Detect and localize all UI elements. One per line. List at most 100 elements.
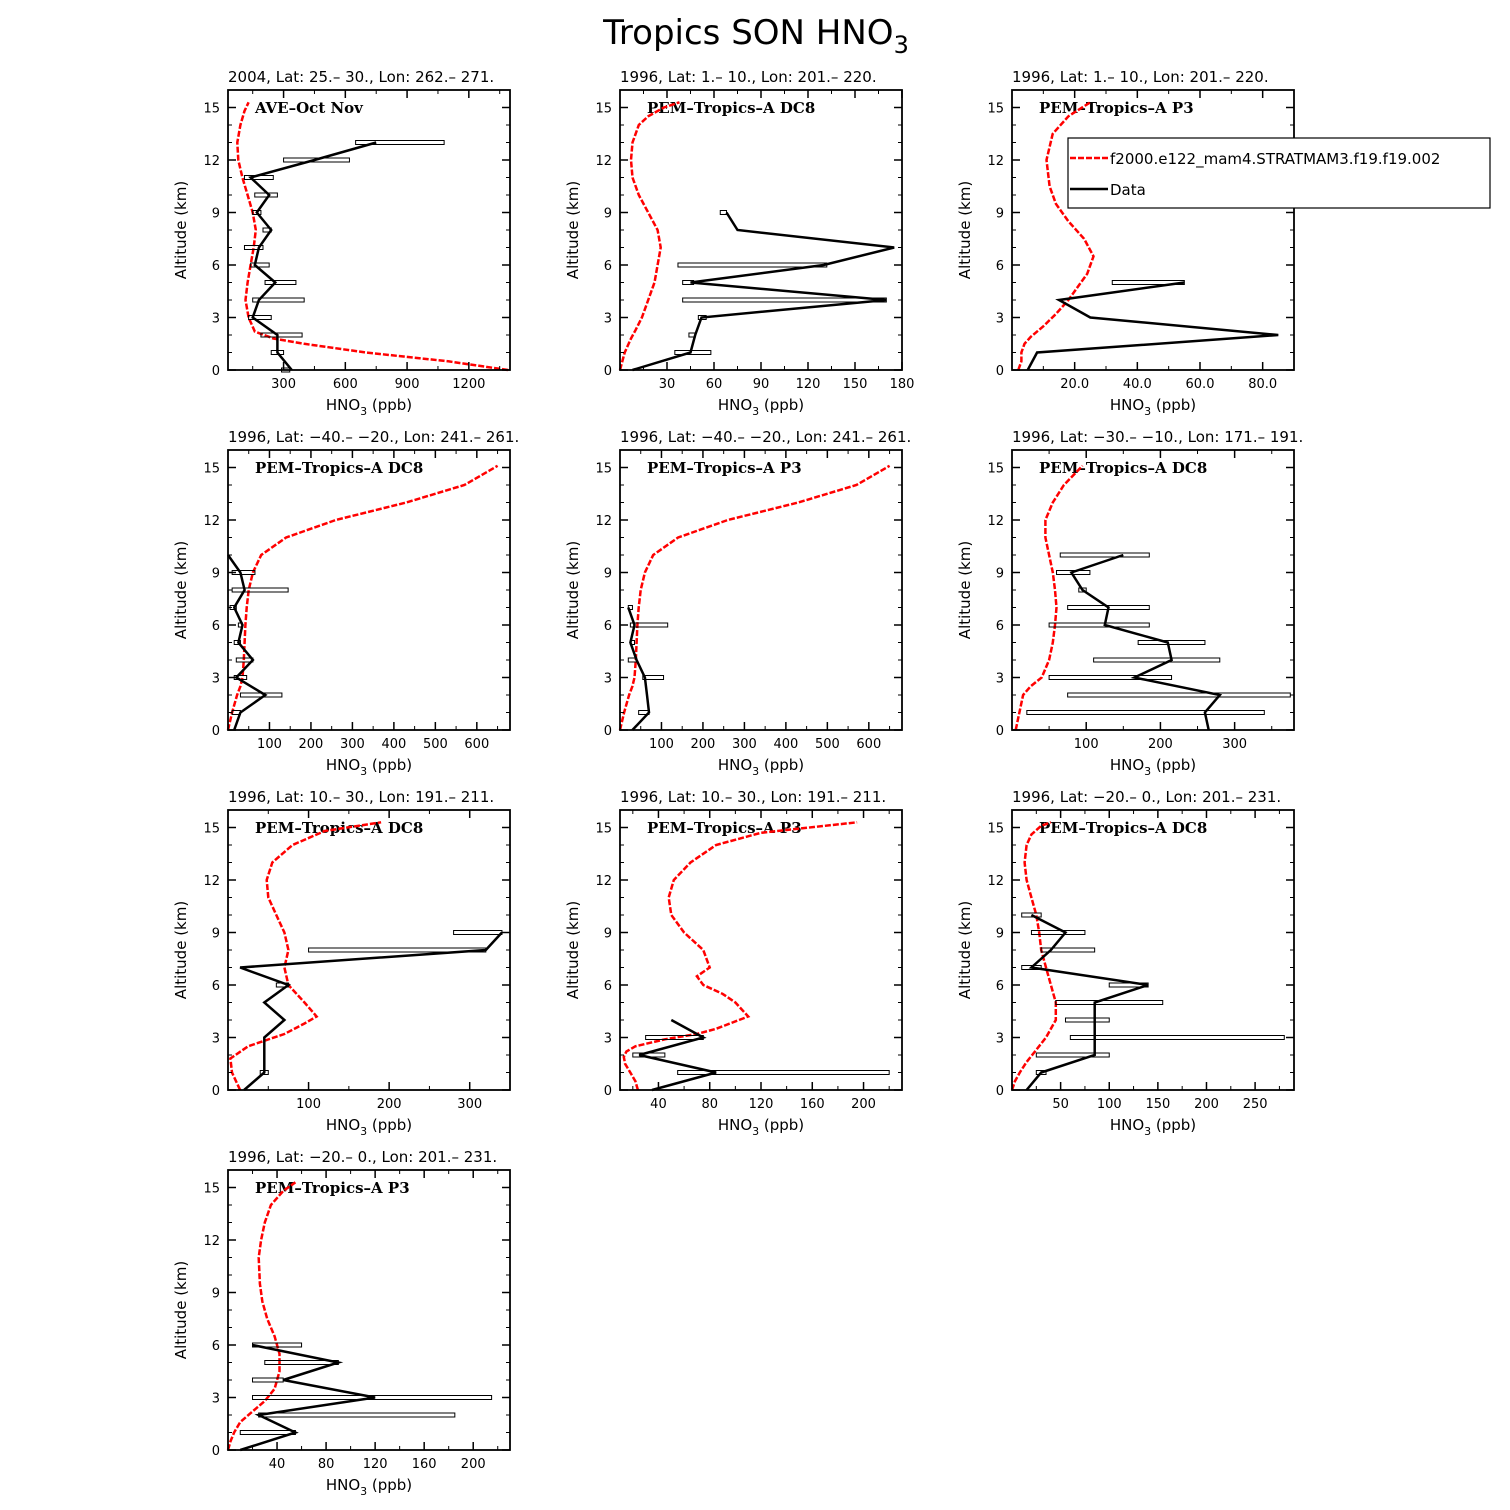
x-tick-label: 120 <box>796 377 821 392</box>
x-tick-label: 40 <box>269 1457 286 1472</box>
panel-title: 1996, Lat: 10.– 30., Lon: 191.– 211. <box>620 788 886 806</box>
data-range-bar <box>1093 657 1221 663</box>
x-tick-label: 600 <box>333 377 358 392</box>
panel-5: 1996, Lat: −40.– −20., Lon: 241.– 261. PE… <box>564 428 911 778</box>
x-tick-label: 500 <box>815 737 840 752</box>
model-line <box>1014 464 1084 731</box>
data-range-bar <box>1055 1000 1164 1005</box>
figure-title: Tropics SON HNO3 <box>602 13 909 59</box>
data-range-bar <box>250 262 270 268</box>
legend-data-label: Data <box>1110 181 1146 199</box>
legend-box <box>1067 137 1491 209</box>
x-tick-label: 200 <box>851 1097 876 1112</box>
x-axis-label-main: HNO <box>326 1116 360 1134</box>
y-tick-label: 0 <box>212 1084 220 1099</box>
x-axis-label-sub: 3 <box>360 1125 367 1138</box>
x-axis-label-sub: 3 <box>360 1485 367 1498</box>
data-range-bar <box>1026 710 1265 715</box>
panel-title: 2004, Lat: 25.– 30., Lon: 262.– 271. <box>228 68 494 86</box>
data-range-bar <box>231 587 289 593</box>
x-axis-label: HNO3 (ppb) <box>326 396 412 418</box>
y-tick-label: 9 <box>212 207 220 222</box>
legend: f2000.e122_mam4.STRATMAM3.f19.f19.002 Dat… <box>1067 137 1491 209</box>
x-tick-label: 100 <box>1074 737 1099 752</box>
model-line <box>226 1181 297 1451</box>
y-tick-label: 9 <box>212 1287 220 1302</box>
panel-3: 1996, Lat: 1.– 10., Lon: 201.– 220. PEM–T… <box>956 68 1295 418</box>
y-axis-label: Altitude (km) <box>564 901 582 999</box>
x-tick-label: 80 <box>701 1097 718 1112</box>
x-tick-label: 180 <box>890 377 915 392</box>
x-tick-label: 160 <box>412 1457 437 1472</box>
data-range-bar <box>1059 552 1150 558</box>
data-range-bar <box>258 1412 456 1418</box>
x-tick-label: 500 <box>423 737 448 752</box>
x-axis-label: HNO3 (ppb) <box>326 1116 412 1138</box>
model-line <box>622 821 858 1091</box>
y-tick-label: 0 <box>996 1084 1004 1099</box>
x-axis-label-main: HNO <box>718 396 752 414</box>
data-range-bar <box>453 930 503 935</box>
x-axis-label-unit: (ppb) <box>367 1476 412 1494</box>
plot-frame <box>227 449 511 731</box>
x-tick-label: 80 <box>318 1457 335 1472</box>
y-tick-label: 3 <box>996 1032 1004 1047</box>
y-tick-label: 15 <box>203 462 220 477</box>
y-tick-label: 12 <box>203 514 220 529</box>
panel-title: 1996, Lat: −20.– 0., Lon: 201.– 231. <box>1012 788 1281 806</box>
x-axis-label-main: HNO <box>326 756 360 774</box>
x-tick-label: 50 <box>1052 1097 1069 1112</box>
x-tick-label: 120 <box>749 1097 774 1112</box>
y-tick-label: 9 <box>996 207 1004 222</box>
x-tick-label: 160 <box>800 1097 825 1112</box>
y-tick-label: 15 <box>595 462 612 477</box>
x-tick-label: 90 <box>753 377 770 392</box>
y-tick-label: 15 <box>595 822 612 837</box>
plot-frame <box>619 449 903 731</box>
x-axis-label-unit: (ppb) <box>1151 756 1196 774</box>
x-axis-label-unit: (ppb) <box>367 396 412 414</box>
legend-model-label: f2000.e122_mam4.STRATMAM3.f19.f19.002 <box>1110 150 1440 169</box>
y-tick-label: 0 <box>996 724 1004 739</box>
y-tick-label: 3 <box>604 1032 612 1047</box>
y-tick-label: 12 <box>203 1234 220 1249</box>
data-line <box>1026 281 1279 371</box>
x-axis-label-main: HNO <box>718 756 752 774</box>
y-tick-label: 15 <box>203 1182 220 1197</box>
data-range-bar <box>1048 622 1150 628</box>
x-tick-label: 120 <box>363 1457 388 1472</box>
x-tick-label: 200 <box>1194 1097 1219 1112</box>
panel-6: 1996, Lat: −30.– −10., Lon: 171.– 191. PE… <box>956 428 1303 778</box>
data-line <box>1025 913 1149 1091</box>
model-line <box>226 464 499 731</box>
y-tick-label: 3 <box>604 312 612 327</box>
x-axis-label-main: HNO <box>326 1476 360 1494</box>
data-range-bar <box>627 605 633 610</box>
y-tick-label: 0 <box>212 724 220 739</box>
y-axis-label: Altitude (km) <box>956 181 974 279</box>
data-range-bar <box>1111 280 1185 285</box>
x-tick-label: 600 <box>856 737 881 752</box>
y-tick-label: 12 <box>595 874 612 889</box>
data-range-bar <box>642 675 665 680</box>
data-range-bar <box>1035 1070 1047 1075</box>
x-tick-label: 900 <box>395 377 420 392</box>
data-range-bar <box>1040 947 1096 953</box>
data-range-bar <box>252 297 305 303</box>
y-tick-label: 9 <box>212 567 220 582</box>
model-line <box>1017 101 1095 371</box>
x-tick-label: 40 <box>650 1097 667 1112</box>
data-range-bar <box>677 1070 890 1075</box>
x-axis-label-unit: (ppb) <box>367 756 412 774</box>
panel-1: 2004, Lat: 25.– 30., Lon: 262.– 271. AVE–… <box>172 68 511 418</box>
model-line <box>618 464 891 731</box>
x-axis-label: HNO3 (ppb) <box>1110 1116 1196 1138</box>
y-tick-label: 3 <box>604 672 612 687</box>
x-tick-label: 200 <box>377 1097 402 1112</box>
x-tick-label: 150 <box>843 377 868 392</box>
x-axis-label-unit: (ppb) <box>759 396 804 414</box>
y-tick-label: 15 <box>987 462 1004 477</box>
panel-10: 1996, Lat: −20.– 0., Lon: 201.– 231. PEM–… <box>172 1148 511 1498</box>
x-tick-label: 200 <box>691 737 716 752</box>
x-axis-label: HNO3 (ppb) <box>1110 396 1196 418</box>
